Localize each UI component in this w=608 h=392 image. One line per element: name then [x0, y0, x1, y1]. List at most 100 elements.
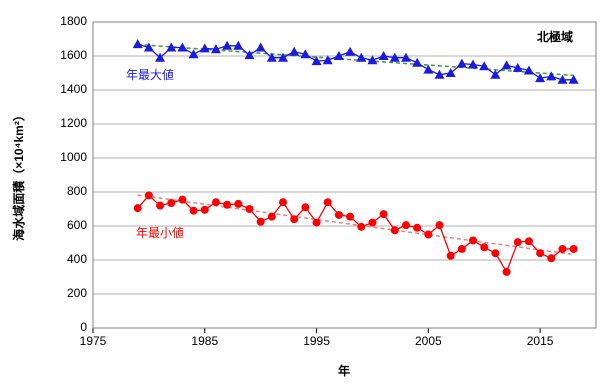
marker — [401, 221, 410, 230]
marker — [423, 64, 434, 74]
marker — [156, 201, 165, 210]
plot-frame — [92, 21, 597, 329]
y-tick-label: 400 — [67, 252, 87, 266]
marker — [334, 210, 343, 219]
marker — [535, 73, 546, 83]
x-tick-label: 2015 — [527, 334, 554, 348]
marker — [333, 51, 344, 60]
marker — [502, 267, 511, 276]
marker — [469, 236, 478, 245]
marker — [155, 52, 166, 62]
marker — [558, 244, 567, 253]
marker — [199, 43, 210, 53]
marker — [222, 40, 233, 50]
marker — [357, 222, 366, 231]
y-tick-label: 0 — [80, 320, 87, 334]
marker — [389, 52, 400, 62]
marker — [266, 52, 277, 62]
marker — [144, 191, 153, 200]
series-label: 年最大値 — [126, 67, 174, 82]
marker — [177, 42, 188, 52]
marker — [311, 56, 322, 66]
marker — [457, 244, 466, 253]
marker — [569, 244, 578, 253]
series-line — [137, 194, 574, 274]
marker — [178, 195, 187, 204]
marker — [189, 206, 198, 215]
marker — [278, 52, 289, 62]
marker — [244, 50, 255, 60]
y-tick-label: 1000 — [60, 150, 87, 164]
marker — [547, 254, 556, 263]
marker — [490, 69, 501, 79]
marker — [143, 42, 154, 52]
marker — [557, 74, 568, 84]
marker — [323, 198, 332, 207]
marker — [412, 57, 423, 67]
marker — [434, 69, 445, 79]
marker — [166, 42, 177, 52]
marker — [290, 215, 299, 224]
marker — [536, 249, 545, 258]
marker — [300, 49, 311, 59]
marker — [368, 218, 377, 227]
marker — [200, 205, 209, 214]
marker — [223, 200, 232, 209]
marker — [446, 251, 455, 260]
marker — [501, 60, 512, 70]
marker — [524, 237, 533, 246]
marker — [245, 205, 254, 213]
marker — [435, 221, 444, 230]
x-tick-label: 1975 — [80, 334, 107, 348]
marker — [378, 51, 389, 60]
marker — [267, 212, 276, 221]
marker — [390, 226, 399, 235]
marker — [546, 71, 557, 81]
series-line — [137, 43, 574, 81]
y-tick-label: 600 — [67, 218, 87, 232]
y-axis-label: 海水域面積（×10⁴km²） — [11, 109, 26, 241]
marker — [379, 210, 388, 219]
marker — [132, 39, 143, 49]
y-tick-label: 1800 — [60, 14, 87, 28]
marker — [210, 44, 221, 54]
x-tick-label: 2005 — [415, 334, 442, 348]
marker — [188, 49, 199, 59]
marker — [480, 243, 489, 252]
marker — [279, 198, 288, 207]
marker — [301, 203, 310, 212]
marker — [491, 249, 500, 258]
y-tick-label: 1200 — [60, 116, 87, 130]
marker — [367, 55, 378, 65]
marker — [312, 218, 321, 227]
series-label: 年最小値 — [136, 225, 184, 240]
marker — [289, 46, 300, 56]
marker — [167, 199, 176, 208]
marker — [234, 199, 243, 208]
trend-line — [137, 194, 574, 256]
y-tick-label: 800 — [67, 184, 87, 198]
marker — [413, 223, 422, 232]
marker — [233, 40, 244, 50]
marker — [568, 74, 579, 84]
marker — [255, 42, 266, 52]
marker — [133, 204, 142, 213]
marker — [512, 62, 523, 72]
chart-title: 北極域 — [537, 29, 573, 44]
x-tick-label: 1995 — [303, 334, 330, 348]
marker — [400, 52, 411, 62]
marker — [424, 230, 433, 239]
y-tick-label: 1600 — [60, 48, 87, 62]
marker — [322, 55, 333, 65]
x-axis-label: 年 — [338, 363, 350, 378]
y-tick-label: 200 — [67, 286, 87, 300]
marker — [468, 59, 479, 69]
marker — [211, 198, 220, 207]
marker — [456, 58, 467, 68]
marker — [445, 68, 456, 77]
marker — [346, 212, 355, 221]
marker — [256, 217, 265, 226]
marker — [513, 238, 522, 247]
marker — [523, 65, 534, 75]
